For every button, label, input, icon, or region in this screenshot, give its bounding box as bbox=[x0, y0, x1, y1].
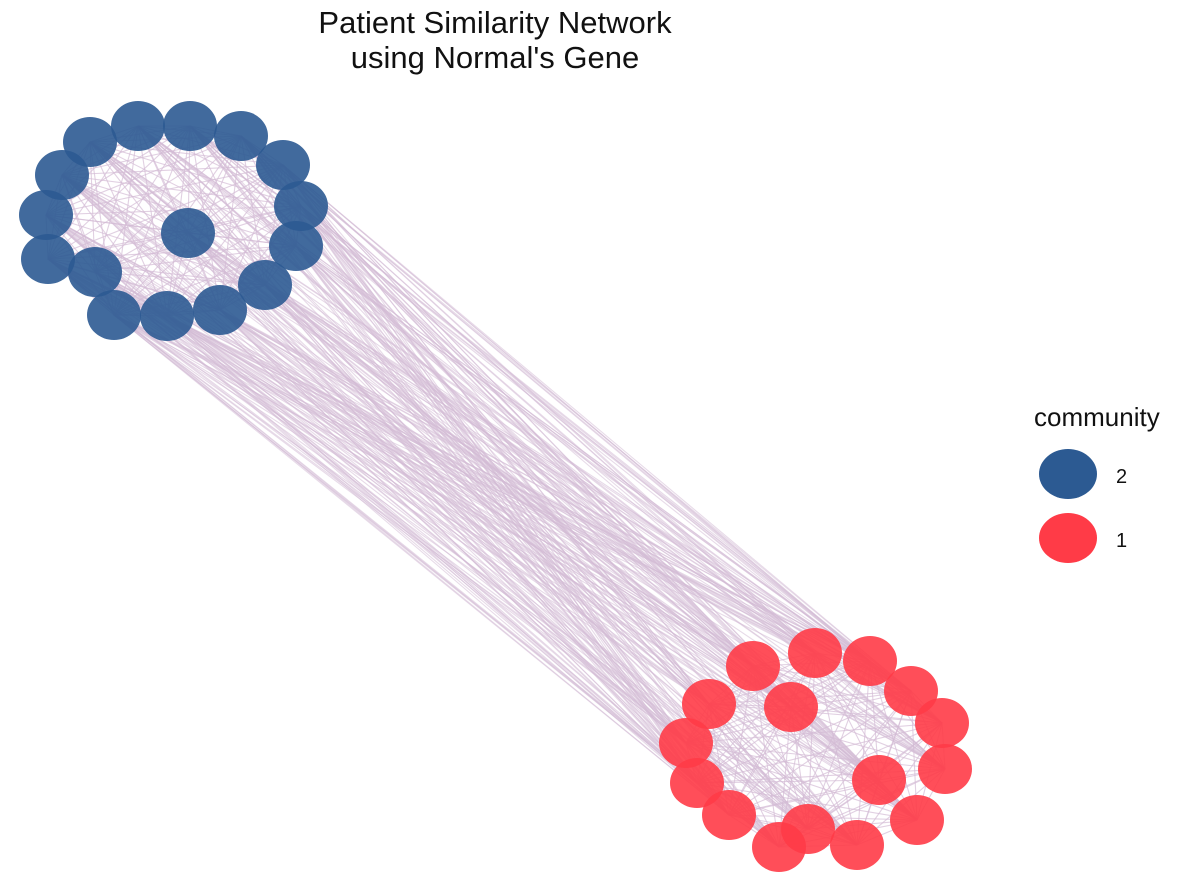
node-community-1 bbox=[890, 795, 944, 845]
edge bbox=[708, 703, 780, 848]
edge bbox=[94, 271, 698, 784]
edge bbox=[61, 174, 792, 708]
edge bbox=[166, 315, 698, 784]
edge bbox=[187, 232, 754, 667]
node-community-2 bbox=[140, 291, 194, 341]
edge bbox=[187, 232, 918, 821]
edge bbox=[61, 164, 284, 176]
edge bbox=[295, 245, 912, 692]
edge bbox=[187, 232, 871, 662]
edge bbox=[696, 782, 918, 821]
edge bbox=[187, 232, 816, 654]
node-community-1 bbox=[830, 820, 884, 870]
node-community-2 bbox=[68, 247, 122, 297]
edge bbox=[187, 232, 698, 784]
node-community-2 bbox=[214, 111, 268, 161]
edge bbox=[187, 232, 710, 705]
edge bbox=[45, 214, 754, 667]
nodes bbox=[19, 101, 972, 872]
edge bbox=[61, 174, 168, 317]
edge bbox=[113, 314, 871, 662]
edge bbox=[187, 232, 687, 744]
node-community-2 bbox=[21, 234, 75, 284]
edge bbox=[752, 665, 780, 848]
edge bbox=[187, 232, 946, 770]
node-community-1 bbox=[788, 628, 842, 678]
edge bbox=[300, 205, 710, 705]
node-community-2 bbox=[274, 181, 328, 231]
edge bbox=[47, 125, 139, 260]
node-community-1 bbox=[918, 744, 972, 794]
edge bbox=[300, 205, 912, 692]
edge bbox=[282, 164, 880, 781]
edge bbox=[856, 660, 871, 846]
edge bbox=[61, 174, 754, 667]
edge bbox=[45, 214, 266, 286]
edge bbox=[728, 768, 946, 816]
edge bbox=[61, 174, 946, 770]
edge bbox=[282, 164, 858, 846]
edge bbox=[89, 141, 302, 207]
legend-title: community bbox=[1034, 402, 1160, 432]
edge bbox=[282, 164, 943, 724]
edge bbox=[47, 258, 858, 846]
plot-title-line-1: Patient Similarity Network bbox=[318, 5, 672, 40]
edge bbox=[94, 271, 792, 708]
node-community-2 bbox=[87, 290, 141, 340]
node-community-1 bbox=[726, 641, 780, 691]
node-community-1 bbox=[915, 698, 969, 748]
edge bbox=[113, 314, 792, 708]
edge bbox=[61, 174, 710, 705]
edge bbox=[187, 232, 858, 846]
edge bbox=[61, 174, 943, 724]
node-community-2 bbox=[111, 101, 165, 151]
edge bbox=[61, 174, 858, 846]
legend-key-community-1 bbox=[1039, 513, 1097, 563]
edge bbox=[282, 164, 792, 708]
edge bbox=[61, 174, 302, 207]
edge bbox=[61, 174, 698, 784]
node-community-2 bbox=[238, 260, 292, 310]
node-community-1 bbox=[884, 666, 938, 716]
edge bbox=[61, 174, 780, 848]
edge bbox=[47, 258, 912, 692]
edge bbox=[282, 164, 912, 692]
edge bbox=[264, 284, 698, 784]
node-community-1 bbox=[702, 790, 756, 840]
edge bbox=[47, 258, 698, 784]
node-community-1 bbox=[764, 682, 818, 732]
node-community-2 bbox=[19, 190, 73, 240]
edge bbox=[47, 258, 730, 816]
edge bbox=[137, 125, 266, 286]
node-community-2 bbox=[35, 150, 89, 200]
node-community-1 bbox=[682, 679, 736, 729]
legend-key-community-2 bbox=[1039, 449, 1097, 499]
legend-label-community-1: 1 bbox=[1116, 530, 1128, 552]
node-community-1 bbox=[852, 755, 906, 805]
edge bbox=[295, 245, 687, 744]
node-community-1 bbox=[843, 636, 897, 686]
node-community-1 bbox=[659, 718, 713, 768]
edge bbox=[45, 214, 912, 692]
edge bbox=[94, 271, 730, 816]
legend-label-community-2: 2 bbox=[1116, 466, 1128, 488]
node-community-2 bbox=[163, 101, 217, 151]
edge bbox=[94, 271, 880, 781]
edge bbox=[219, 309, 946, 770]
edge bbox=[47, 258, 687, 744]
node-community-2 bbox=[269, 221, 323, 271]
node-community-2 bbox=[161, 208, 215, 258]
node-community-2 bbox=[256, 140, 310, 190]
node-community-1 bbox=[670, 758, 724, 808]
node-community-2 bbox=[193, 285, 247, 335]
edge bbox=[300, 205, 858, 846]
plot-title-line-2: using Normal's Gene bbox=[350, 40, 640, 75]
edge bbox=[187, 232, 912, 692]
node-community-1 bbox=[752, 822, 806, 872]
edge bbox=[61, 174, 687, 744]
